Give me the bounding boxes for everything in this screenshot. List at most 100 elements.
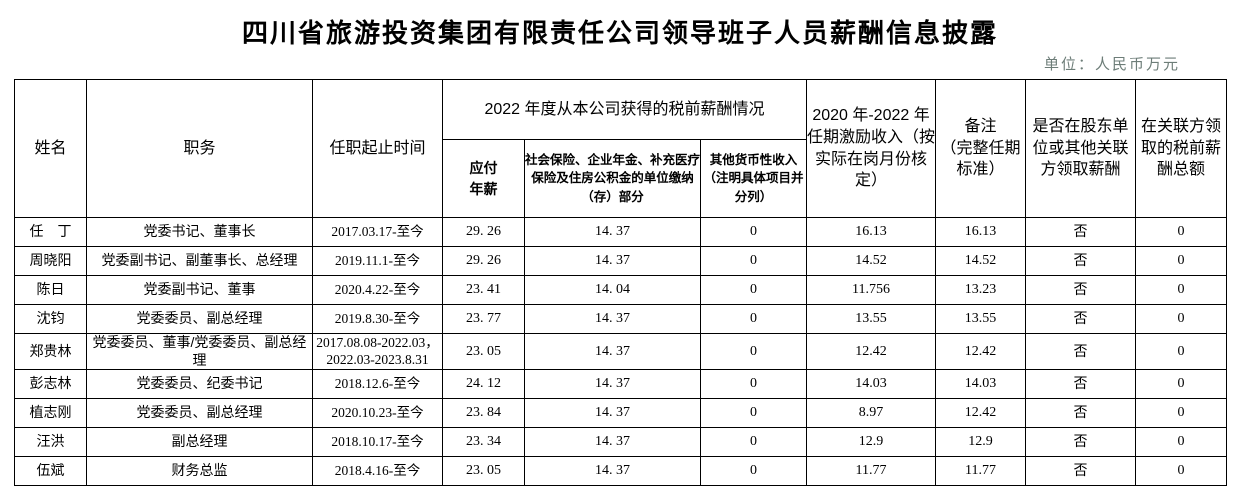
cell-insurance: 14. 37	[524, 369, 701, 399]
cell-position: 党委委员、副总经理	[86, 304, 313, 334]
cell-related-total: 0	[1135, 369, 1228, 399]
header-name: 姓名	[14, 79, 87, 218]
cell-term: 2020.4.22-至今	[312, 275, 443, 305]
header-row-2: 应付 年薪 社会保险、企业年金、补充医疗保险及住房公积金的单位缴纳（存）部分 其…	[15, 139, 1227, 218]
cell-term: 2018.12.6-至今	[312, 369, 443, 399]
cell-payable: 23. 34	[442, 427, 525, 457]
cell-payable: 23. 77	[442, 304, 525, 334]
cell-insurance: 14. 37	[524, 427, 701, 457]
cell-term: 2019.8.30-至今	[312, 304, 443, 334]
cell-incentive: 8.97	[806, 398, 937, 428]
cell-incentive: 16.13	[806, 217, 937, 247]
cell-related-pay: 否	[1025, 398, 1137, 428]
header-row-1: 姓名 职务 任职起止时间 2022 年度从本公司获得的税前薪酬情况 2020 年…	[14, 79, 1228, 218]
header-payable-salary: 应付 年薪	[442, 139, 525, 218]
cell-remark: 12.42	[935, 333, 1027, 370]
cell-insurance: 14. 37	[524, 398, 701, 428]
cell-related-total: 0	[1135, 456, 1228, 486]
cell-payable: 23. 05	[442, 333, 525, 370]
cell-name: 陈日	[14, 275, 87, 305]
cell-incentive: 12.42	[806, 333, 937, 370]
cell-name: 彭志林	[14, 369, 87, 399]
cell-payable: 29. 26	[442, 246, 525, 276]
cell-insurance: 14. 37	[524, 456, 701, 486]
cell-incentive: 11.756	[806, 275, 937, 305]
cell-other: 0	[699, 217, 808, 247]
cell-related-pay: 否	[1025, 217, 1137, 247]
cell-insurance: 14. 37	[524, 333, 701, 370]
cell-term: 2018.10.17-至今	[312, 427, 443, 457]
cell-incentive: 14.52	[806, 246, 937, 276]
cell-name: 植志刚	[14, 398, 87, 428]
cell-position: 党委委员、董事/党委委员、副总经理	[86, 333, 313, 370]
cell-incentive: 12.9	[806, 427, 937, 457]
cell-position: 副总经理	[86, 427, 313, 457]
header-incentive: 2020 年-2022 年任期激励收入（按实际在岗月份核定）	[806, 79, 937, 218]
cell-name: 任 丁	[14, 217, 87, 247]
cell-related-pay: 否	[1025, 456, 1137, 486]
cell-related-total: 0	[1135, 427, 1228, 457]
cell-related-pay: 否	[1025, 275, 1137, 305]
header-insurance: 社会保险、企业年金、补充医疗保险及住房公积金的单位缴纳（存）部分	[524, 139, 701, 218]
cell-position: 党委副书记、副董事长、总经理	[86, 246, 313, 276]
cell-other: 0	[699, 333, 808, 370]
cell-incentive: 14.03	[806, 369, 937, 399]
cell-related-total: 0	[1135, 333, 1228, 370]
cell-insurance: 14. 37	[524, 304, 701, 334]
cell-related-pay: 否	[1025, 369, 1137, 399]
cell-payable: 23. 84	[442, 398, 525, 428]
salary-table: 姓名 职务 任职起止时间 2022 年度从本公司获得的税前薪酬情况 2020 年…	[14, 79, 1228, 486]
header-related-pay: 是否在股东单位或其他关联方领取薪酬	[1025, 79, 1137, 218]
cell-remark: 14.03	[935, 369, 1027, 399]
cell-related-pay: 否	[1025, 427, 1137, 457]
table-row: 汪洪 副总经理 2018.10.17-至今 23. 34 14. 37 0 12.9 12.9…	[14, 427, 1228, 457]
cell-other: 0	[699, 369, 808, 399]
cell-remark: 14.52	[935, 246, 1027, 276]
cell-related-total: 0	[1135, 304, 1228, 334]
cell-term: 2017.08.08-2022.03， 2022.03-2023.8.31	[312, 333, 443, 370]
cell-name: 沈钧	[14, 304, 87, 334]
cell-remark: 12.42	[935, 398, 1027, 428]
cell-term: 2019.11.1-至今	[312, 246, 443, 276]
cell-term: 2020.10.23-至今	[312, 398, 443, 428]
table-body: 任 丁党委书记、董事长 2017.03.17-至今 29. 26 14. 37 0 16.…	[14, 217, 1228, 486]
cell-other: 0	[699, 246, 808, 276]
cell-other: 0	[699, 398, 808, 428]
cell-insurance: 14. 04	[524, 275, 701, 305]
cell-name: 郑贵林	[14, 333, 87, 370]
table-row: 任 丁党委书记、董事长 2017.03.17-至今 29. 26 14. 37 0 16.…	[14, 217, 1228, 247]
cell-insurance: 14. 37	[524, 246, 701, 276]
cell-payable: 29. 26	[442, 217, 525, 247]
cell-term: 2017.03.17-至今	[312, 217, 443, 247]
cell-other: 0	[699, 427, 808, 457]
cell-other: 0	[699, 275, 808, 305]
cell-related-pay: 否	[1025, 333, 1137, 370]
cell-term: 2018.4.16-至今	[312, 456, 443, 486]
cell-remark: 13.23	[935, 275, 1027, 305]
table-row: 伍斌 财务总监 2018.4.16-至今 23. 05 14. 37 0 11.77 11.7…	[14, 456, 1228, 486]
header-related-total: 在关联方领取的税前薪酬总额	[1135, 79, 1228, 218]
header-term: 任职起止时间	[312, 79, 443, 218]
cell-payable: 23. 41	[442, 275, 525, 305]
cell-position: 党委书记、董事长	[86, 217, 313, 247]
table-row: 沈钧 党委委员、副总经理 2019.8.30-至今 23. 77 14. 37 0 13.5…	[14, 304, 1228, 334]
table-header: 姓名 职务 任职起止时间 2022 年度从本公司获得的税前薪酬情况 2020 年…	[14, 79, 1228, 218]
page-title: 四川省旅游投资集团有限责任公司领导班子人员薪酬信息披露	[241, 18, 998, 48]
cell-remark: 11.77	[935, 456, 1027, 486]
unit-note: 单位：人民币万元	[1043, 56, 1180, 73]
cell-position: 财务总监	[86, 456, 313, 486]
cell-incentive: 11.77	[806, 456, 937, 486]
cell-position: 党委委员、纪委书记	[86, 369, 313, 399]
cell-related-total: 0	[1135, 398, 1228, 428]
cell-incentive: 13.55	[806, 304, 937, 334]
cell-name: 伍斌	[14, 456, 87, 486]
cell-other: 0	[699, 456, 808, 486]
cell-related-total: 0	[1135, 275, 1228, 305]
cell-payable: 24. 12	[442, 369, 525, 399]
table-row: 陈日 党委副书记、董事 2020.4.22-至今 23. 41 14. 04 0 11.75…	[14, 275, 1228, 305]
header-remark: 备注 （完整任期标准）	[935, 79, 1027, 218]
cell-remark: 13.55	[935, 304, 1027, 334]
cell-remark: 16.13	[935, 217, 1027, 247]
cell-insurance: 14. 37	[524, 217, 701, 247]
